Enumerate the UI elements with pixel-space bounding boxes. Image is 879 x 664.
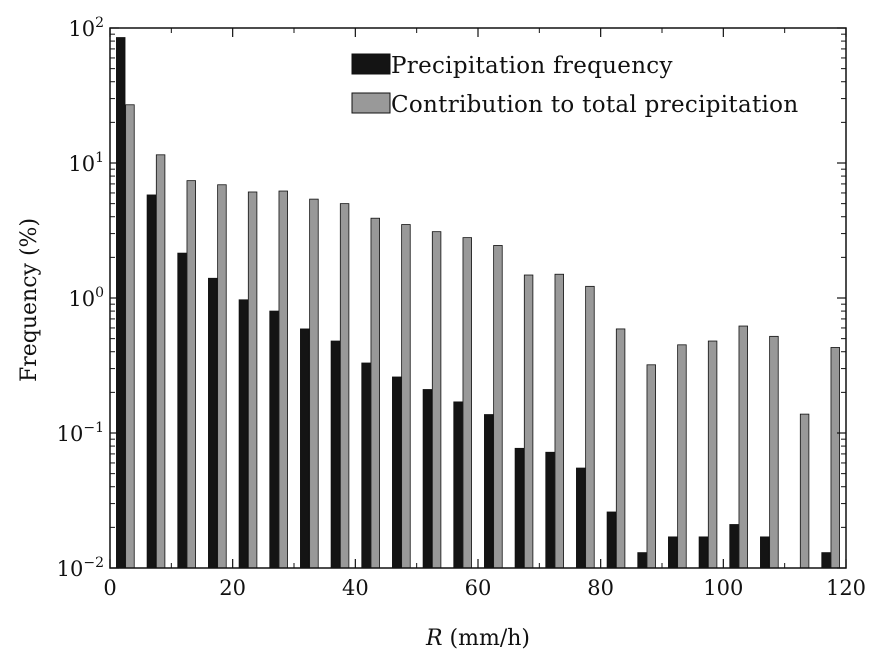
legend-label-frequency: Precipitation frequency: [391, 53, 673, 79]
x-tick-labels: 0 20 40 60 80 100 120: [103, 576, 866, 600]
x-tick-label: 60: [465, 576, 492, 600]
bar-contribution: [615, 328, 626, 569]
bar-contribution: [769, 335, 779, 569]
bar-frequency: [116, 37, 126, 569]
bar-contribution: [431, 231, 442, 569]
bar-contribution: [554, 273, 564, 569]
bar-contribution: [523, 274, 534, 569]
bar-contribution: [155, 154, 166, 569]
bar-contribution: [830, 347, 840, 569]
bar-contribution: [370, 217, 380, 569]
bar-contribution: [217, 184, 227, 569]
bar-contribution: [309, 198, 319, 569]
bar-contribution: [339, 203, 350, 569]
minor-ticks-group: [110, 28, 846, 568]
y-tick-label: 10−1: [57, 420, 104, 446]
bar-frequency: [208, 277, 218, 569]
x-axis-title: R (mm/h): [425, 626, 530, 651]
bar-frequency: [330, 340, 341, 569]
bar-frequency: [821, 552, 831, 569]
bar-frequency: [361, 362, 371, 569]
x-tick-label: 100: [703, 576, 743, 600]
bar-frequency: [668, 536, 678, 569]
bar-contribution: [707, 340, 718, 569]
y-tick-label: 101: [68, 150, 104, 176]
bar-contribution: [799, 413, 810, 569]
x-tick-label: 80: [587, 576, 614, 600]
bar-frequency: [606, 511, 617, 569]
bar-contribution: [585, 285, 595, 569]
bar-frequency: [453, 401, 463, 569]
bar-contribution: [247, 191, 258, 569]
bar-contribution: [677, 344, 687, 569]
bar-frequency: [576, 467, 586, 569]
y-tick-label: 102: [68, 15, 104, 41]
bar-frequency: [269, 310, 279, 569]
bar-frequency: [637, 552, 647, 569]
bar-frequency: [300, 328, 310, 569]
bar-contribution: [493, 245, 503, 569]
bar-contribution: [738, 325, 748, 569]
bar-frequency: [729, 524, 739, 569]
x-tick-label: 0: [103, 576, 116, 600]
bar-contribution: [646, 364, 656, 569]
bar-frequency: [146, 194, 157, 569]
legend-swatch-contribution: [351, 92, 391, 114]
bar-frequency: [422, 389, 433, 569]
x-tick-label: 40: [342, 576, 369, 600]
bar-frequency: [545, 451, 555, 569]
legend: Precipitation frequency Contribution to …: [351, 53, 798, 118]
bar-contribution: [125, 104, 135, 569]
y-tick-label: 100: [68, 285, 104, 311]
x-tick-label: 120: [826, 576, 866, 600]
legend-swatch-frequency: [351, 53, 391, 75]
y-tick-label: 10−2: [57, 555, 104, 581]
bar-contribution: [462, 237, 472, 569]
bar-frequency: [484, 414, 494, 569]
bar-frequency: [760, 536, 770, 569]
bar-frequency: [392, 376, 402, 569]
legend-label-contribution: Contribution to total precipitation: [391, 92, 798, 118]
major-ticks-group: [109, 27, 847, 569]
bar-frequency: [238, 299, 249, 569]
bar-contribution: [186, 180, 196, 569]
bar-contribution: [278, 190, 288, 569]
bar-frequency: [177, 252, 187, 569]
x-tick-label: 20: [219, 576, 246, 600]
y-axis-title: Frequency (%): [17, 218, 42, 382]
bar-frequency: [698, 536, 709, 569]
bar-contribution: [401, 224, 411, 569]
bar-frequency: [514, 447, 525, 569]
y-tick-labels: 102 101 100 10−1 10−2: [57, 15, 104, 581]
